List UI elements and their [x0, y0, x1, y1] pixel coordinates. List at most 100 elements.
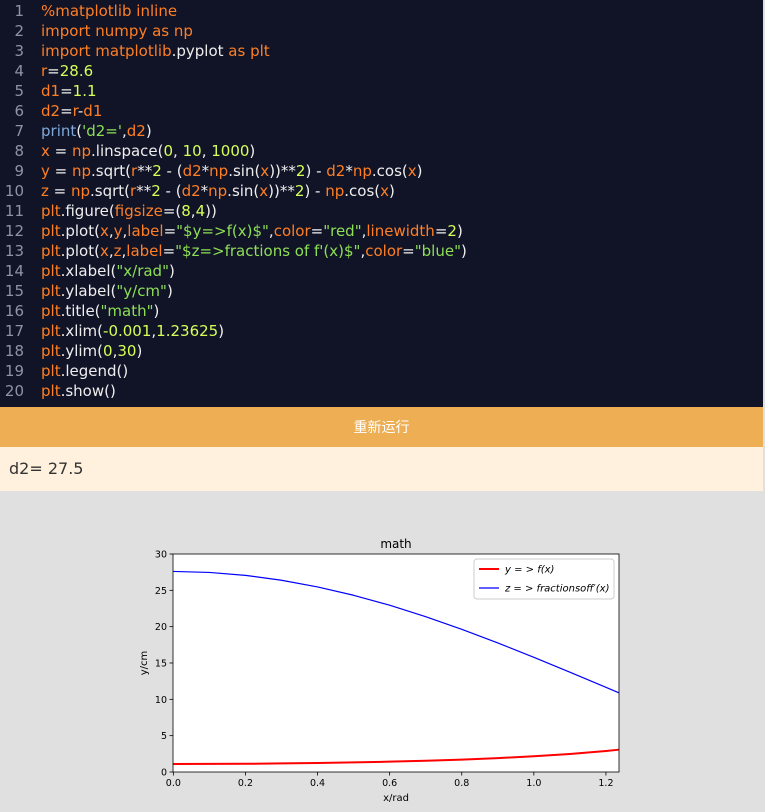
x-axis-label: x/rad [383, 793, 409, 804]
legend: y = > f(x) z = > fractionsoff′(x) [473, 558, 615, 600]
code-token: ) [166, 282, 173, 300]
code-token: = [48, 182, 71, 200]
code-token: plt [41, 302, 61, 320]
code-token: 10 [182, 142, 202, 160]
code-token: ) [168, 262, 175, 280]
y-axis-label: y/cm [139, 651, 150, 676]
code-editor[interactable]: 1 %matplotlib inline 2 import numpy as np 3 i… [0, 0, 763, 407]
code-token: =( [162, 202, 182, 220]
y-tick-label: 25 [155, 586, 167, 597]
line-number: 15 [4, 282, 24, 300]
code-text: %matplotlib inline [41, 1, 177, 21]
line-number: 13 [4, 242, 24, 260]
code-token: r [130, 182, 137, 200]
code-text: plt.show() [41, 381, 116, 401]
code-token: , [173, 142, 183, 160]
code-token: d2 [182, 162, 202, 180]
line-number: 6 [14, 102, 24, 120]
code-token: = [402, 242, 415, 260]
code-token: , [122, 122, 127, 140]
code-token: , [121, 242, 127, 260]
code-token: import [41, 42, 96, 60]
line-number: 1 [14, 2, 24, 20]
code-line: 11 plt.figure(figsize=(8,4)) [0, 201, 763, 221]
code-line: 7 print('d2=',d2) [0, 121, 763, 141]
x-tick-label: 0.2 [238, 778, 253, 789]
code-token: = [49, 142, 72, 160]
code-token: .plot( [60, 242, 100, 260]
line-number: 17 [4, 322, 24, 340]
code-token: np [72, 162, 92, 180]
code-token: r [72, 102, 78, 120]
code-token: np [352, 162, 372, 180]
code-token: color [365, 242, 403, 260]
code-token: d1 [41, 82, 61, 100]
code-token: )) [205, 202, 217, 220]
code-token: -0.001 [103, 322, 152, 340]
code-token: .sin( [228, 162, 261, 180]
code-token: as [147, 22, 174, 40]
rerun-button[interactable]: 重新运行 [0, 407, 763, 447]
x-tick-label: 0.0 [166, 778, 181, 789]
code-token: ) [153, 302, 160, 320]
code-token: = [49, 162, 72, 180]
code-token: matplotlib [95, 42, 172, 60]
code-token: , [108, 222, 114, 240]
code-text: plt.plot(x,y,label="$y=>f(x)$",color="re… [41, 221, 463, 241]
code-token: .legend() [60, 362, 129, 380]
code-token: ( [76, 122, 83, 140]
code-token: 2 [151, 182, 161, 200]
code-token: 2 [447, 222, 457, 240]
code-token: figsize [114, 202, 163, 220]
line-number: 18 [4, 342, 24, 360]
code-token: .title( [60, 302, 101, 320]
code-token: .xlabel( [60, 262, 117, 280]
code-token: - [77, 102, 84, 120]
line-number: 12 [4, 222, 24, 240]
code-text: plt.xlabel("x/rad") [41, 261, 175, 281]
code-token: ** [137, 162, 153, 180]
code-token: .cos( [371, 162, 408, 180]
x-tick-label: 1.2 [598, 778, 613, 789]
code-token: r [41, 62, 48, 80]
code-token: 4 [195, 202, 206, 220]
code-token: y [41, 162, 50, 180]
code-token: d2 [326, 162, 346, 180]
y-tick-label: 15 [155, 659, 167, 670]
y-tick-label: 30 [155, 550, 167, 561]
x-tick-label: 0.8 [454, 778, 469, 789]
code-token: z [41, 182, 49, 200]
code-token: 2 [294, 182, 305, 200]
code-token: ) [145, 122, 152, 140]
code-token: * [201, 162, 210, 180]
plot-output: 0.0 0.2 0.4 0.6 0.8 1.0 1.2 0 5 10 15 20 25 30 math x… [0, 491, 765, 808]
code-text: d1=1.1 [41, 81, 97, 101]
code-token: "red" [323, 222, 362, 240]
code-token: plt [41, 262, 61, 280]
code-token: 8 [181, 202, 191, 220]
code-token: ) [460, 242, 467, 260]
code-token: .figure( [60, 202, 115, 220]
output-text: d2= 27.5 [0, 447, 763, 491]
code-token: , [190, 202, 196, 220]
code-token: - ( [160, 182, 182, 200]
code-text: d2=r-d1 [41, 101, 102, 121]
code-token: d1 [83, 102, 103, 120]
code-token: np [325, 182, 345, 200]
code-line: 6 d2=r-d1 [0, 101, 763, 121]
code-token: d2 [181, 182, 201, 200]
code-text: x = np.linspace(0, 10, 1000) [41, 141, 255, 161]
code-token: np [70, 182, 91, 200]
code-token: import [41, 22, 96, 40]
code-token: label [127, 222, 164, 240]
code-token: , [122, 222, 128, 240]
code-token: plt [41, 322, 61, 340]
code-token: * [200, 182, 209, 200]
code-token: label [126, 242, 163, 260]
code-line: 2 import numpy as np [0, 21, 763, 41]
code-token: 28.6 [59, 62, 94, 80]
code-line: 10 z = np.sqrt(r**2 - (d2*np.sin(x))**2) … [0, 181, 763, 201]
code-line: 15 plt.ylabel("y/cm") [0, 281, 763, 301]
